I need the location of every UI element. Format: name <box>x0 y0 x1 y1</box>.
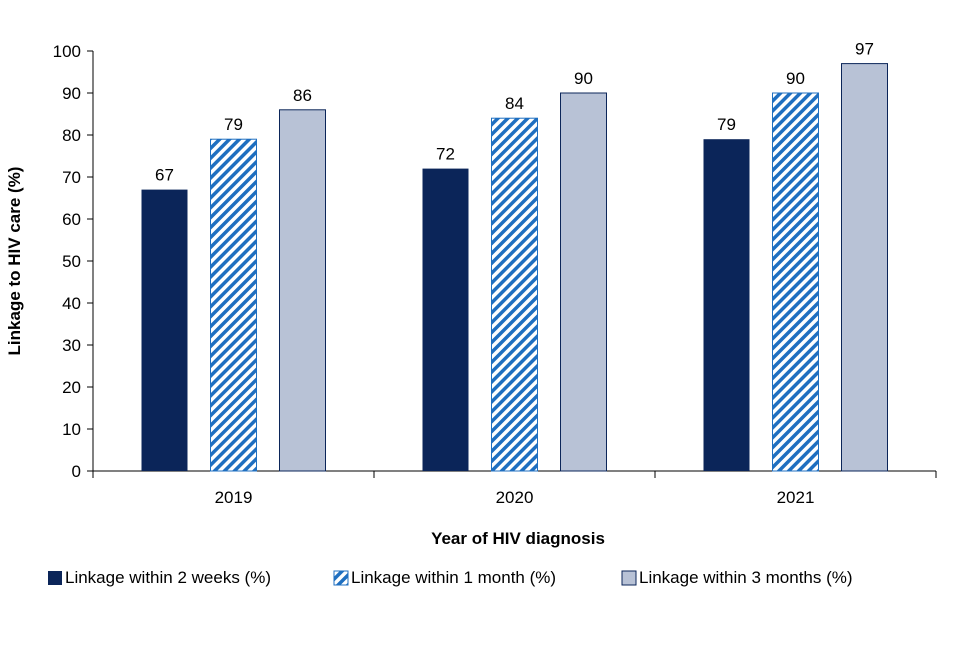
y-tick-label: 60 <box>62 210 81 229</box>
y-tick-label: 90 <box>62 84 81 103</box>
x-axis-title: Year of HIV diagnosis <box>431 529 605 548</box>
legend-swatch-3 <box>621 570 637 586</box>
y-tick-label: 20 <box>62 378 81 397</box>
x-tick-label: 2020 <box>496 488 534 507</box>
y-tick-label: 0 <box>72 462 81 481</box>
data-label: 97 <box>855 40 874 59</box>
legend: Linkage within 2 weeks (%) Linkage within… <box>48 568 853 587</box>
data-label: 90 <box>574 69 593 88</box>
labels-group: 67 72 79 79 84 90 86 90 97 <box>155 40 874 185</box>
legend-swatch-1 <box>48 571 62 585</box>
bar-2-2019 <box>210 138 257 472</box>
bar-1-2020 <box>422 168 469 471</box>
x-tick-label: 2019 <box>215 488 253 507</box>
legend-label-2: Linkage within 1 month (%) <box>351 568 556 587</box>
legend-label-3: Linkage within 3 months (%) <box>639 568 853 587</box>
y-tick-label: 50 <box>62 252 81 271</box>
y-tick-label: 100 <box>53 42 81 61</box>
data-label: 72 <box>436 145 455 164</box>
data-label: 79 <box>224 115 243 134</box>
axes-group: 0 10 20 30 40 50 60 70 80 90 100 2019 2020 2021 <box>53 42 937 507</box>
data-label: 67 <box>155 166 174 185</box>
y-axis-title: Linkage to HIV care (%) <box>5 167 24 356</box>
bar-1-2021 <box>703 139 750 471</box>
y-tick-label: 40 <box>62 294 81 313</box>
data-label: 90 <box>786 69 805 88</box>
data-label: 84 <box>505 94 524 113</box>
bar-3-2021 <box>841 63 888 472</box>
data-label: 86 <box>293 86 312 105</box>
x-tick-label: 2021 <box>777 488 815 507</box>
y-tick-label: 30 <box>62 336 81 355</box>
bar-2-2020 <box>491 117 538 472</box>
bars-group <box>141 63 888 472</box>
y-tick-label: 80 <box>62 126 81 145</box>
bar-3-2019 <box>279 109 326 472</box>
bar-2-2021 <box>772 92 819 472</box>
legend-label-1: Linkage within 2 weeks (%) <box>65 568 271 587</box>
y-tick-label: 70 <box>62 168 81 187</box>
bar-1-2019 <box>141 189 188 471</box>
bar-3-2020 <box>560 92 607 472</box>
legend-swatch-2 <box>333 570 349 586</box>
data-label: 79 <box>717 115 736 134</box>
y-tick-label: 10 <box>62 420 81 439</box>
